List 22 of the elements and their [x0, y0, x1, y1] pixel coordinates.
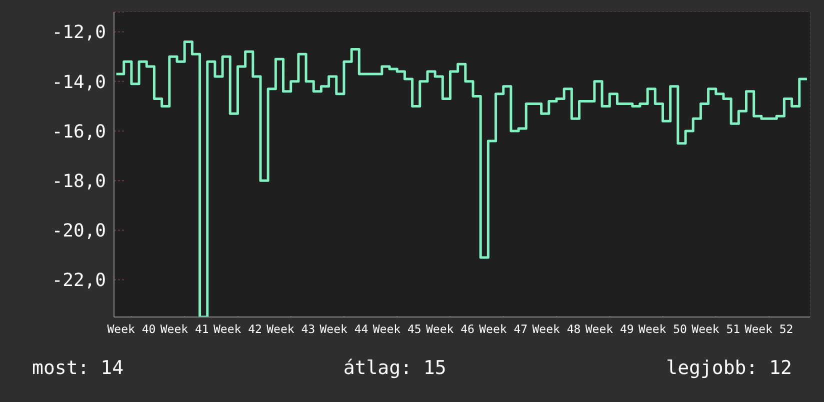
x-tick-label: Week 48 — [532, 322, 581, 336]
x-tick-label: Week 49 — [585, 322, 634, 336]
x-tick-label: Week 47 — [479, 322, 528, 336]
x-tick-label: Week 40 — [107, 322, 156, 336]
x-tick-label: Week 43 — [266, 322, 316, 336]
x-tick-label: Week 42 — [213, 322, 262, 336]
y-tick-label: -20,0 — [52, 220, 106, 242]
y-tick-label: -12,0 — [52, 22, 106, 44]
y-tick-label: -14,0 — [52, 72, 106, 93]
x-tick-label: Week 51 — [692, 322, 740, 336]
y-tick-label: -18,0 — [52, 171, 106, 192]
x-tick-label: Week 41 — [160, 322, 209, 336]
x-tick-label: Week 52 — [744, 322, 794, 336]
x-tick-label: Week 50 — [638, 322, 688, 336]
text: most: 14 — [32, 357, 124, 379]
x-tick-label: Week 45 — [372, 322, 422, 336]
y-tick-label: -22,0 — [52, 270, 106, 292]
y-tick-label: -16,0 — [52, 121, 106, 142]
x-tick-label: Week 46 — [426, 322, 475, 336]
text: átlag: 15 — [343, 357, 446, 379]
x-tick-label: Week 44 — [320, 322, 368, 336]
text: legjobb: 12 — [666, 357, 792, 379]
